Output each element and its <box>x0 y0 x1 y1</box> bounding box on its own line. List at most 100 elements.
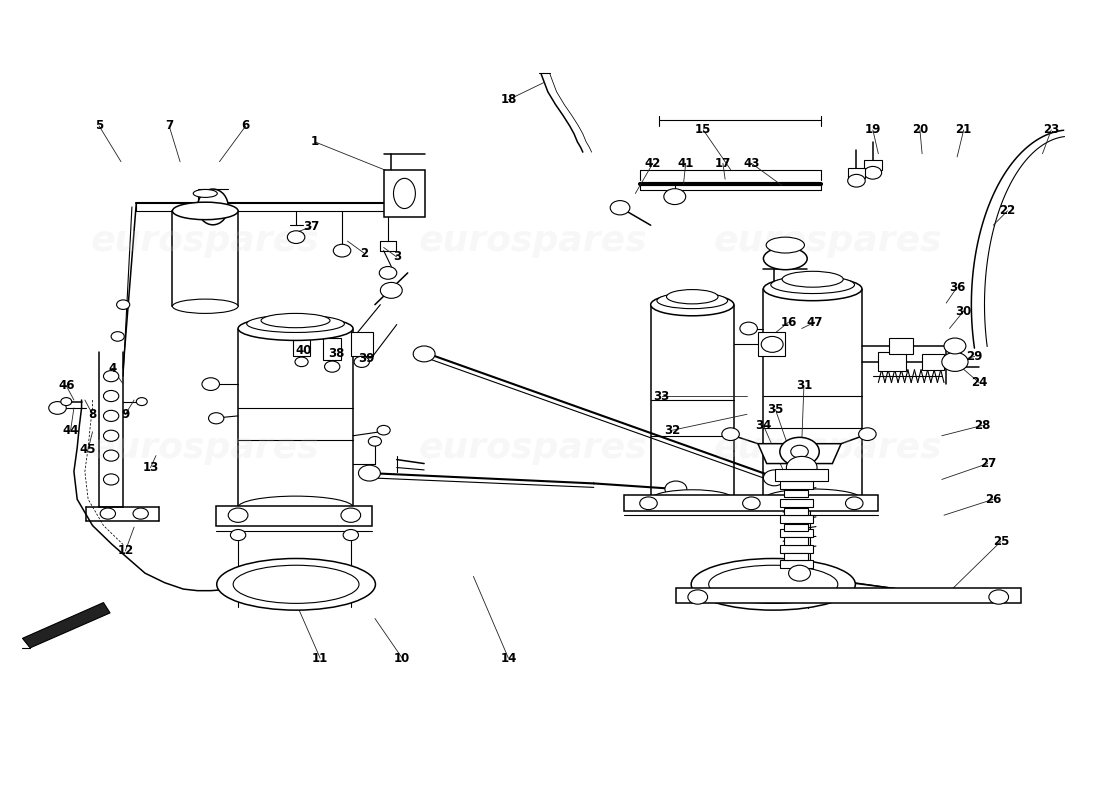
Circle shape <box>230 530 245 541</box>
Text: 30: 30 <box>956 305 971 318</box>
Bar <box>784 538 808 545</box>
Text: 19: 19 <box>865 123 881 136</box>
Circle shape <box>324 361 340 372</box>
Text: 3: 3 <box>393 250 400 263</box>
Text: 36: 36 <box>949 281 966 294</box>
Circle shape <box>368 437 382 446</box>
Polygon shape <box>758 444 842 463</box>
Ellipse shape <box>763 489 862 510</box>
Ellipse shape <box>708 566 838 603</box>
Bar <box>878 352 905 371</box>
Text: 44: 44 <box>63 424 79 437</box>
Circle shape <box>740 322 758 335</box>
Bar <box>865 160 881 170</box>
Text: 13: 13 <box>142 461 158 474</box>
Bar <box>784 490 808 497</box>
Text: 39: 39 <box>358 352 374 365</box>
Bar <box>758 333 785 356</box>
Circle shape <box>202 378 220 390</box>
Text: eurospares: eurospares <box>90 224 319 258</box>
Ellipse shape <box>763 247 807 270</box>
Text: 46: 46 <box>58 379 75 392</box>
Text: 15: 15 <box>695 123 712 136</box>
Circle shape <box>60 398 72 406</box>
Bar <box>889 338 913 354</box>
Text: 27: 27 <box>980 457 996 470</box>
Ellipse shape <box>173 299 238 314</box>
Text: 4: 4 <box>108 362 117 374</box>
Text: 17: 17 <box>715 157 732 170</box>
Circle shape <box>103 390 119 402</box>
Circle shape <box>761 337 783 352</box>
Text: 32: 32 <box>664 424 681 437</box>
Ellipse shape <box>238 317 353 341</box>
Ellipse shape <box>691 558 856 610</box>
Bar <box>625 495 878 511</box>
Circle shape <box>688 590 707 604</box>
Bar <box>848 168 866 178</box>
Bar <box>293 337 310 356</box>
Circle shape <box>228 508 248 522</box>
Text: 40: 40 <box>296 344 312 358</box>
Text: 14: 14 <box>500 652 517 665</box>
Circle shape <box>846 497 864 510</box>
Circle shape <box>136 398 147 406</box>
Polygon shape <box>22 602 110 648</box>
Circle shape <box>664 481 686 497</box>
Ellipse shape <box>246 315 344 333</box>
Text: 6: 6 <box>242 119 250 133</box>
Circle shape <box>865 166 881 179</box>
Circle shape <box>722 428 739 441</box>
Circle shape <box>103 450 119 461</box>
Ellipse shape <box>667 290 718 304</box>
Ellipse shape <box>651 294 734 316</box>
Ellipse shape <box>651 490 734 509</box>
Ellipse shape <box>173 202 238 220</box>
Text: 22: 22 <box>1000 205 1015 218</box>
Circle shape <box>786 457 817 478</box>
Bar <box>780 515 813 523</box>
Text: 31: 31 <box>795 379 812 392</box>
Bar <box>776 469 828 481</box>
Bar <box>780 481 813 489</box>
Text: 21: 21 <box>956 123 971 136</box>
Bar <box>351 333 373 356</box>
Text: 23: 23 <box>1043 123 1059 136</box>
Ellipse shape <box>238 496 353 518</box>
Circle shape <box>791 446 808 458</box>
Text: 34: 34 <box>756 419 771 432</box>
Circle shape <box>848 174 866 187</box>
Bar <box>780 545 813 553</box>
Circle shape <box>377 426 390 435</box>
Circle shape <box>117 300 130 310</box>
Ellipse shape <box>657 293 727 309</box>
Text: 29: 29 <box>967 350 982 363</box>
Ellipse shape <box>763 277 862 301</box>
Circle shape <box>341 508 361 522</box>
Text: 12: 12 <box>118 545 133 558</box>
Text: 41: 41 <box>678 157 694 170</box>
Circle shape <box>287 230 305 243</box>
Circle shape <box>359 465 381 481</box>
Text: 24: 24 <box>971 376 987 389</box>
Text: 9: 9 <box>121 408 130 421</box>
Circle shape <box>48 402 66 414</box>
Ellipse shape <box>217 558 375 610</box>
Bar <box>780 529 813 537</box>
Bar <box>784 554 808 561</box>
Circle shape <box>100 508 116 519</box>
Text: 37: 37 <box>304 220 319 234</box>
Ellipse shape <box>233 566 359 603</box>
Circle shape <box>381 282 403 298</box>
Circle shape <box>295 357 308 366</box>
Text: 38: 38 <box>329 347 344 361</box>
Bar <box>323 338 341 360</box>
Text: 2: 2 <box>360 246 368 259</box>
Bar <box>784 508 808 515</box>
Bar <box>217 506 372 526</box>
Text: 20: 20 <box>912 123 928 136</box>
Bar <box>784 524 808 531</box>
Text: 28: 28 <box>975 419 990 432</box>
Text: 25: 25 <box>992 535 1009 548</box>
Circle shape <box>663 189 685 205</box>
